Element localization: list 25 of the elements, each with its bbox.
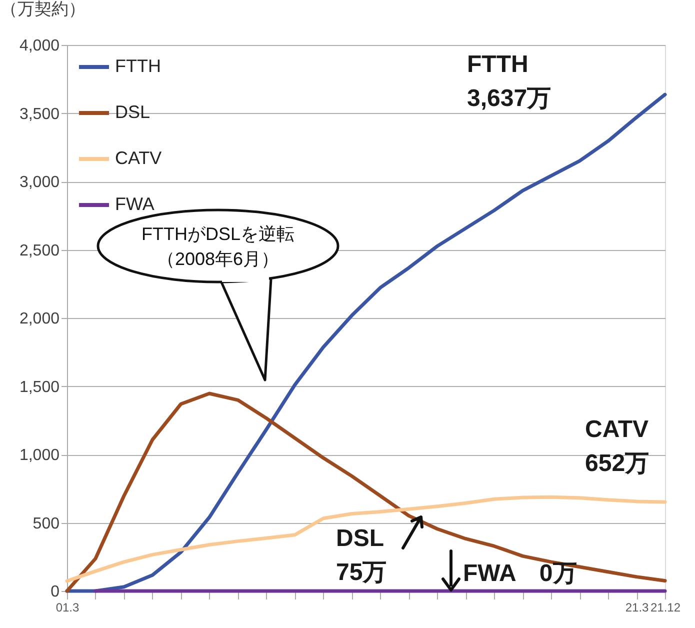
y-tick-label: 1,500 bbox=[19, 378, 60, 396]
legend-label: DSL bbox=[115, 102, 150, 122]
y-tick-label: 2,000 bbox=[19, 310, 60, 328]
legend-label: FTTH bbox=[115, 56, 161, 76]
x-tick-label: 21.12 bbox=[650, 600, 681, 614]
y-tick-label: 2,500 bbox=[19, 242, 60, 260]
y-tick-label: 0 bbox=[50, 584, 60, 600]
y-tick-label: 3,500 bbox=[19, 106, 60, 123]
y-tick-label: 500 bbox=[32, 515, 60, 532]
x-tick-label: 01.3 bbox=[56, 600, 80, 614]
y-axis-title: （万契約） bbox=[0, 0, 86, 18]
y-tick-label: 4,000 bbox=[19, 38, 60, 54]
annotation: FWA 0万 bbox=[463, 560, 577, 587]
y-tick-label: 3,000 bbox=[19, 174, 60, 191]
annotation: （2008年6月） bbox=[156, 249, 280, 269]
annotation: CATV 652万 bbox=[585, 416, 650, 477]
annotation: FTTHがDSLを逆転 bbox=[142, 224, 294, 244]
line-series bbox=[65, 392, 667, 593]
x-tick-label: 21.3 bbox=[625, 600, 650, 614]
annotation: DSL 75万 bbox=[336, 525, 387, 586]
y-tick-label: 1,000 bbox=[19, 447, 60, 464]
annotation: FTTH 3,637万 bbox=[467, 51, 552, 112]
legend-label: FWA bbox=[115, 194, 154, 214]
legend-label: CATV bbox=[115, 148, 162, 168]
line-series bbox=[65, 495, 667, 583]
